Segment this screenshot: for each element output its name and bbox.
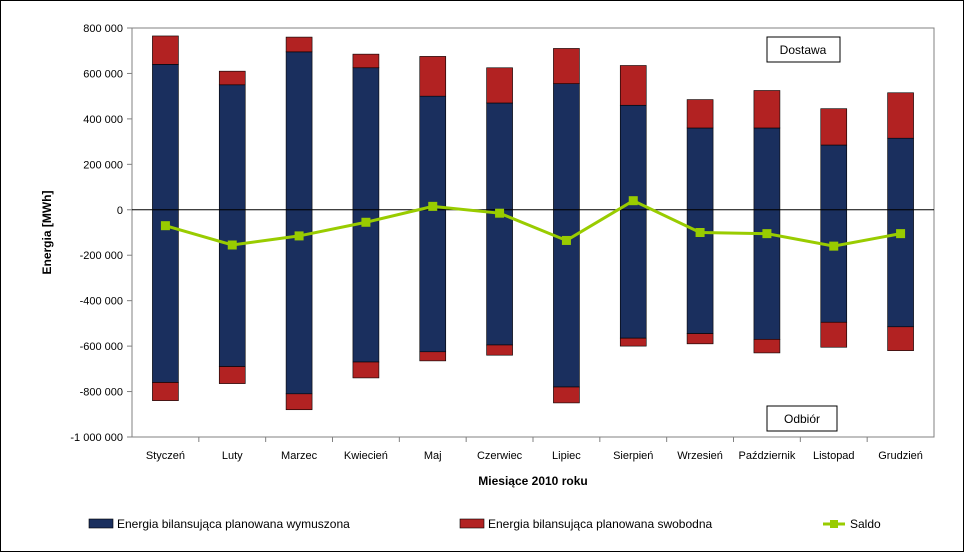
x-axis-title: Miesiące 2010 roku — [478, 474, 587, 488]
bar-free-negative — [486, 344, 513, 356]
y-tick-label: -200 000 — [80, 250, 123, 262]
bar-free-negative — [753, 338, 781, 354]
x-tick-label: Listopad — [813, 450, 855, 462]
plot-area — [131, 27, 935, 438]
y-tick-label: 200 000 — [83, 159, 123, 171]
annotation-box-dostawa — [766, 36, 841, 63]
saldo-point — [561, 235, 571, 245]
x-tick-label: Grudzień — [878, 450, 923, 462]
bar-forced-positive — [419, 95, 447, 211]
bar-free-positive — [887, 92, 914, 139]
y-tick-label: -1 000 000 — [70, 432, 123, 444]
bar-free-positive — [486, 67, 513, 104]
bar-forced-positive — [820, 144, 848, 211]
saldo-point — [227, 240, 237, 250]
bar-free-negative — [553, 386, 580, 404]
bar-forced-positive — [753, 127, 781, 211]
x-tick-label: Luty — [222, 450, 243, 462]
bar-free-negative — [820, 321, 848, 348]
x-tick-label: Czerwiec — [477, 450, 523, 462]
bar-free-negative — [352, 361, 380, 379]
bar-free-positive — [218, 70, 246, 86]
legend-swatch-free — [459, 518, 485, 529]
bar-free-positive — [686, 99, 714, 129]
bar-forced-negative — [285, 209, 313, 395]
bar-forced-negative — [820, 209, 848, 323]
legend-marker-saldo — [830, 520, 838, 528]
y-axis-title: Energia [MWh] — [40, 191, 54, 275]
bar-forced-positive — [218, 84, 246, 211]
bar-free-positive — [352, 53, 380, 69]
x-tick-label: Maj — [424, 450, 442, 462]
x-tick-label: Lipiec — [552, 450, 581, 462]
saldo-point — [628, 196, 638, 206]
bar-free-negative — [218, 366, 246, 384]
saldo-line — [165, 198, 901, 248]
bar-forced-negative — [887, 209, 914, 328]
bar-forced-negative — [486, 209, 513, 346]
saldo-point — [762, 229, 772, 239]
saldo-point — [829, 241, 839, 251]
bar-forced-positive — [152, 64, 179, 211]
bar-forced-positive — [285, 51, 313, 211]
saldo-point — [495, 208, 505, 218]
bar-free-positive — [619, 65, 647, 106]
y-tick-label: -800 000 — [80, 387, 123, 399]
x-tick-label: Styczeń — [146, 450, 185, 462]
saldo-point — [896, 229, 906, 239]
legend-swatch-forced — [88, 518, 114, 529]
bar-free-positive — [419, 56, 447, 97]
bar-forced-positive — [686, 127, 714, 211]
saldo-point — [428, 201, 438, 211]
y-tick-label: 0 — [117, 205, 123, 217]
bar-forced-negative — [352, 209, 380, 363]
x-tick-label: Październik — [738, 450, 795, 462]
bar-forced-negative — [152, 209, 179, 383]
saldo-point — [294, 231, 304, 241]
y-tick-label: 400 000 — [83, 114, 123, 126]
legend-label-free: Energia bilansująca planowana swobodna — [488, 517, 712, 531]
x-tick-label: Wrzesień — [677, 450, 723, 462]
bar-forced-positive — [619, 104, 647, 211]
bar-free-negative — [152, 382, 179, 401]
bar-free-negative — [419, 351, 447, 362]
bar-free-positive — [285, 36, 313, 53]
bar-free-positive — [553, 48, 580, 84]
saldo-point — [695, 228, 705, 237]
bar-free-negative — [887, 326, 914, 351]
y-tick-label: -400 000 — [80, 296, 123, 308]
x-tick-label: Sierpień — [613, 450, 653, 462]
bar-free-negative — [285, 393, 313, 411]
annotation-odbior: Odbiór — [784, 412, 820, 426]
bar-forced-positive — [553, 83, 580, 211]
saldo-point — [160, 221, 170, 231]
bar-forced-positive — [352, 67, 380, 211]
annotation-dostawa: Dostawa — [780, 43, 827, 57]
bar-free-negative — [686, 333, 714, 345]
legend-label-saldo: Saldo — [850, 517, 881, 531]
y-tick-label: 600 000 — [83, 68, 123, 80]
y-tick-label: -600 000 — [80, 341, 123, 353]
bar-forced-positive — [887, 137, 914, 211]
bar-forced-positive — [486, 102, 513, 211]
bar-free-positive — [753, 90, 781, 129]
saldo-point — [361, 217, 371, 227]
x-tick-label: Marzec — [281, 450, 318, 462]
bar-forced-negative — [218, 209, 246, 367]
bar-free-positive — [820, 108, 848, 146]
bar-free-negative — [619, 337, 647, 347]
bar-forced-negative — [619, 209, 647, 339]
y-tick-label: 800 000 — [83, 23, 123, 35]
legend-label-forced: Energia bilansująca planowana wymuszona — [117, 517, 350, 531]
bar-free-positive — [152, 35, 179, 65]
x-tick-label: Kwiecień — [344, 450, 388, 462]
bar-forced-negative — [419, 209, 447, 353]
annotation-box-odbior — [766, 405, 838, 432]
